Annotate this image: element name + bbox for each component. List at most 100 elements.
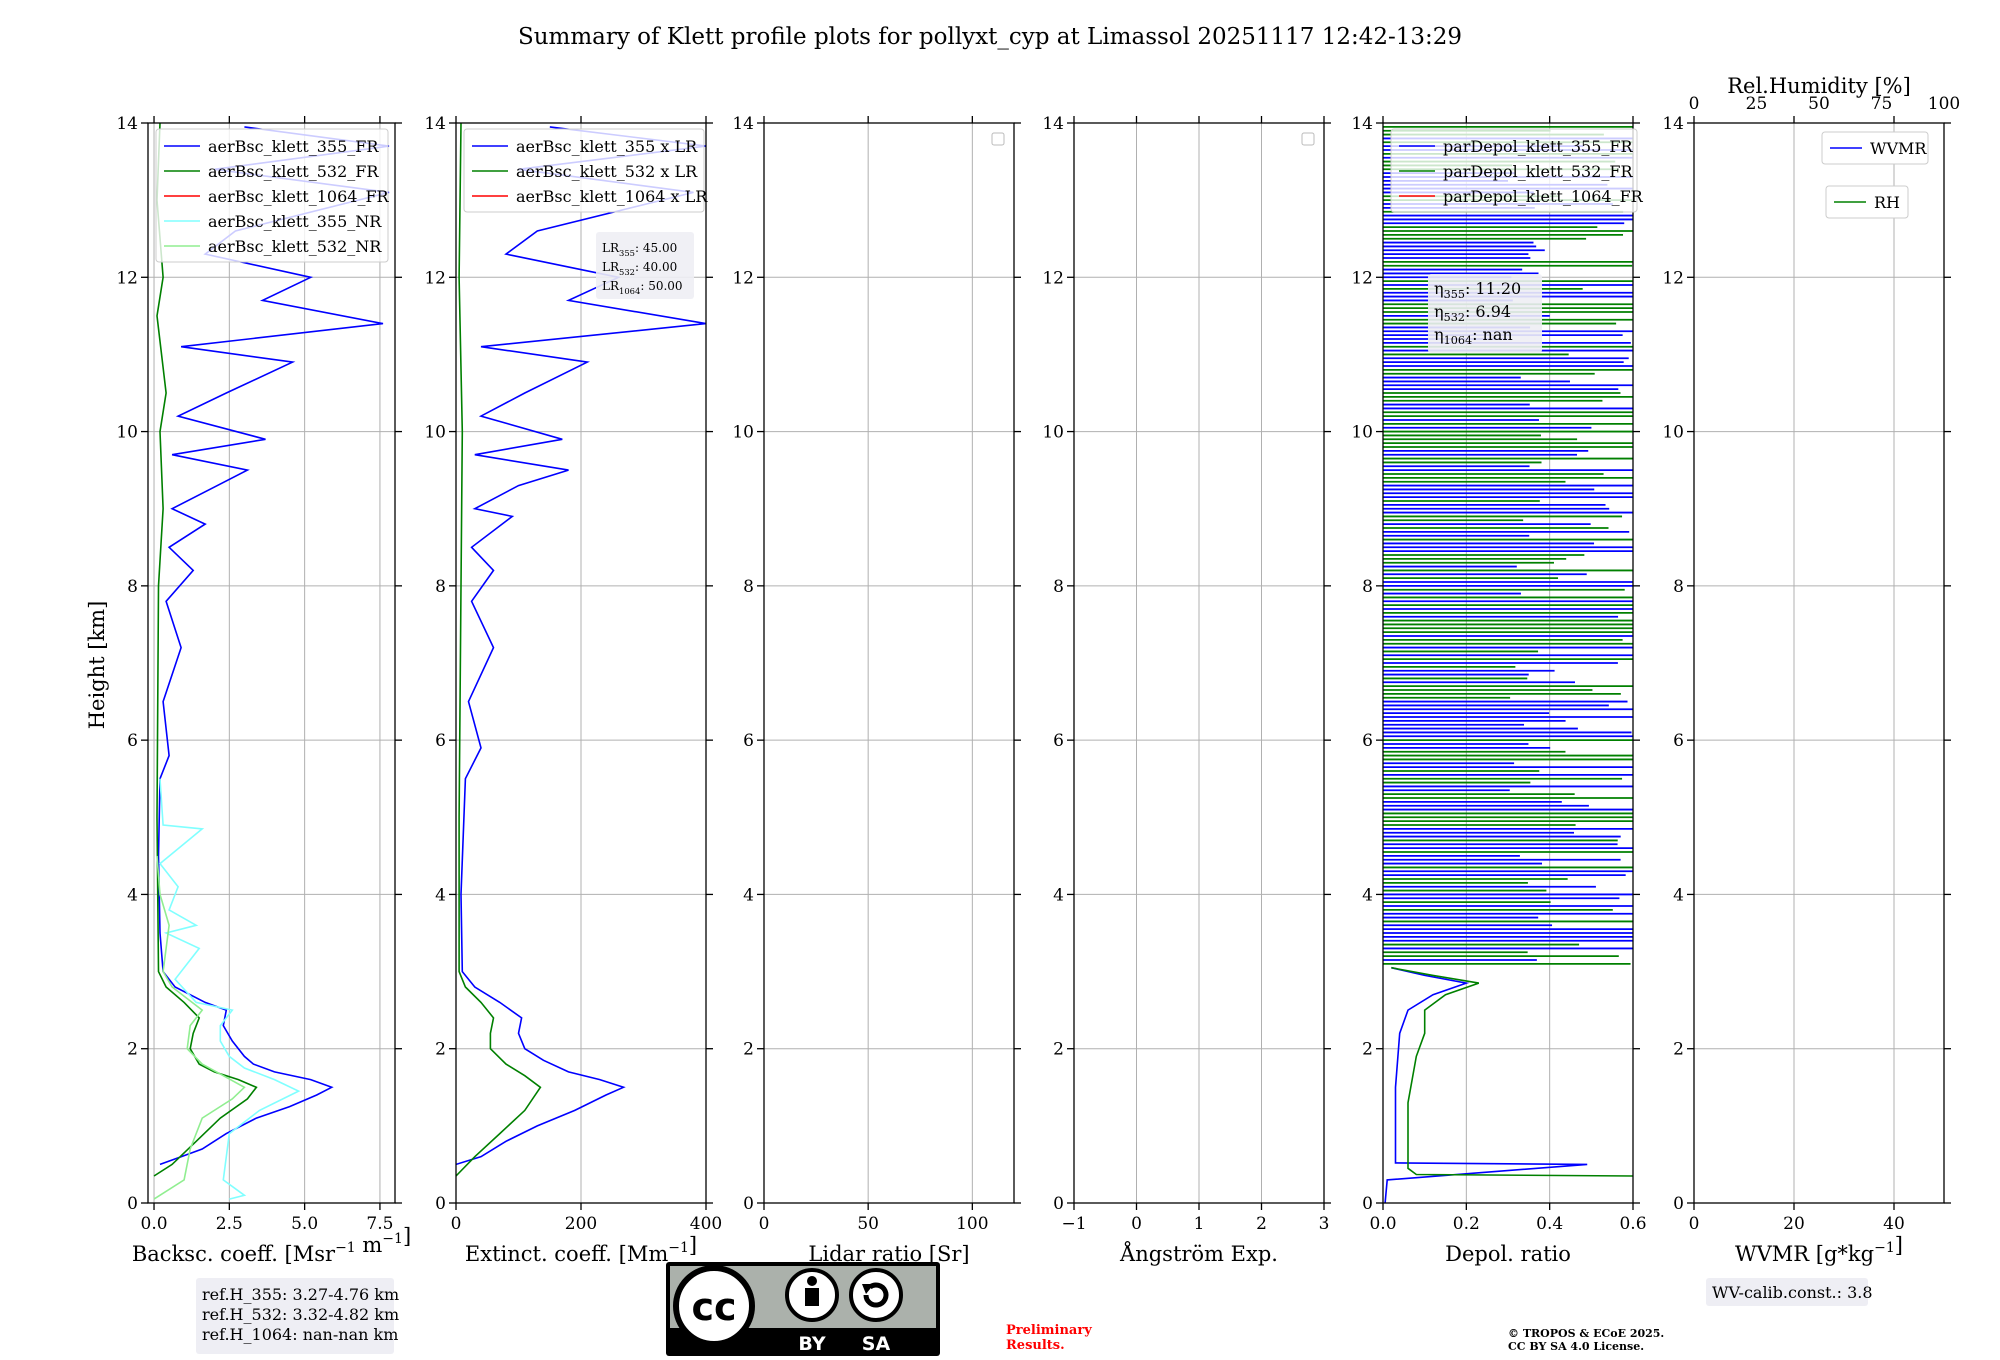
y-tick-label: 8	[1053, 577, 1064, 597]
ref-line-532: ref.H_532: 3.32-4.82 km	[202, 1305, 399, 1324]
x-axis-label: Ångström Exp.	[1119, 1241, 1278, 1266]
y-tick-label: 10	[732, 423, 754, 443]
x-tick-label: 0.0	[1369, 1214, 1396, 1234]
y-tick-label: 4	[1362, 885, 1373, 905]
y-tick-label: 0	[1053, 1194, 1064, 1214]
y-tick-label: 12	[1042, 268, 1064, 288]
ref-line-355: ref.H_355: 3.27-4.76 km	[202, 1285, 399, 1304]
x-tick-label: 40	[1883, 1214, 1905, 1234]
y-tick-label: 6	[743, 731, 754, 751]
y-tick-label: 14	[732, 114, 754, 134]
x-tick-label: 0.6	[1619, 1214, 1646, 1234]
y-tick-label: 2	[127, 1040, 138, 1060]
y-tick-label: 12	[424, 268, 446, 288]
figure-title: Summary of Klett profile plots for polly…	[518, 24, 1462, 50]
y-axis-label: Height [km]	[85, 601, 109, 730]
copyright-line2: CC BY SA 4.0 License.	[1508, 1340, 1644, 1353]
panel-extinction: 0 200 400 0 2 4 6 8 10 12 14 Extinct. coeff. [Mm−1]…	[424, 114, 722, 1266]
empty-legend-box	[991, 132, 1005, 146]
y-tick-label: 2	[1362, 1040, 1373, 1060]
top-x-tick-label: 0	[1689, 94, 1700, 114]
axes-frame	[147, 122, 396, 1204]
y-tick-label: 0	[743, 1194, 754, 1214]
empty-legend-box	[1301, 132, 1315, 146]
x-tick-label: 0	[1131, 1214, 1142, 1234]
y-tick-label: 14	[424, 114, 446, 134]
series-aerBsc_klett_532_NR	[153, 855, 246, 1200]
top-x-tick-label: 100	[1928, 94, 1960, 114]
panel-backscatter: 0.0 2.5 5.0 7.5 0 2 4 6 8 10 12 14 Backsc. coeff. [M…	[116, 114, 411, 1266]
legend-box	[1821, 131, 1929, 165]
panel-depol: 0.0 0.2 0.4 0.6 0 2 4 6 8 10 12 14 Depol. ratio parDe…	[1351, 114, 1646, 1266]
x-tick-label: 0.0	[141, 1214, 168, 1234]
annotation-line: LR355: 45.00	[602, 241, 677, 258]
legend-entry: aerBsc_klett_355_FR	[208, 137, 379, 156]
axes-frame	[763, 122, 1015, 1204]
y-tick-label: 0	[1362, 1194, 1373, 1214]
legend-entry: WVMR	[1870, 139, 1927, 158]
legend-entry: aerBsc_klett_355 x LR	[516, 137, 698, 156]
annotation-box	[1428, 274, 1542, 353]
panel-wvmr: 0 20 40 0 2 4 6 8 10 12 14 WVMR [g*kg−1] 0 25 50 75 100 R…	[1662, 74, 1960, 1266]
y-tick-label: 4	[435, 885, 446, 905]
x-tick-label: 0.2	[1453, 1214, 1480, 1234]
legend-entry: aerBsc_klett_1064 x LR	[516, 187, 708, 206]
legend-entry: aerBsc_klett_532_FR	[208, 162, 379, 181]
top-axis-label: Rel.Humidity [%]	[1727, 74, 1911, 98]
ref-line-1064: ref.H_1064: nan-nan km	[202, 1325, 398, 1344]
x-tick-label: 100	[956, 1214, 988, 1234]
annotation-line: η532: 6.94	[1434, 302, 1511, 324]
legend-entry: parDepol_klett_355_FR	[1443, 137, 1634, 156]
series-parDepol_klett_355_FR	[1384, 966, 1588, 1203]
series-aerBsc_klett_355 x LR	[456, 126, 706, 1166]
wv-calib-box: WV-calib.const.: 3.8	[1706, 1278, 1873, 1306]
cc-by-label: BY	[798, 1333, 825, 1355]
y-tick-label: 12	[732, 268, 754, 288]
y-tick-label: 2	[435, 1040, 446, 1060]
y-tick-label: 10	[424, 423, 446, 443]
x-tick-label: 0	[1689, 1214, 1700, 1234]
y-tick-label: 4	[1053, 885, 1064, 905]
x-tick-label: 0	[759, 1214, 770, 1234]
x-tick-label: 20	[1783, 1214, 1805, 1234]
legend-entry: parDepol_klett_1064_FR	[1443, 187, 1644, 206]
y-tick-label: 6	[435, 731, 446, 751]
y-tick-label: 4	[743, 885, 754, 905]
y-tick-label: 10	[1351, 423, 1373, 443]
x-tick-label: 1	[1194, 1214, 1205, 1234]
y-tick-label: 10	[1662, 423, 1684, 443]
y-tick-label: 12	[1662, 268, 1684, 288]
y-tick-label: 4	[127, 885, 138, 905]
y-tick-label: 14	[1662, 114, 1684, 134]
y-tick-label: 14	[1351, 114, 1373, 134]
x-tick-label: 400	[690, 1214, 722, 1234]
legend-entry: aerBsc_klett_532_NR	[208, 237, 382, 256]
x-tick-label: 200	[565, 1214, 597, 1234]
y-tick-label: 4	[1673, 885, 1684, 905]
share-alike-icon	[849, 1268, 903, 1322]
y-tick-label: 14	[1042, 114, 1064, 134]
x-tick-label: 7.5	[366, 1214, 393, 1234]
y-tick-label: 6	[1053, 731, 1064, 751]
y-tick-label: 10	[1042, 423, 1064, 443]
series-aerBsc_klett_355_NR	[158, 778, 301, 1200]
y-tick-label: 8	[127, 577, 138, 597]
x-tick-label: 5.0	[291, 1214, 318, 1234]
annotation-box	[596, 232, 694, 299]
top-x-tick-label: 25	[1746, 94, 1768, 114]
legend-box	[463, 128, 705, 213]
legend-entry: RH	[1874, 193, 1900, 212]
attribution-icon	[785, 1268, 839, 1322]
series-aerBsc_klett_532_FR	[153, 123, 258, 1177]
x-tick-label: 50	[857, 1214, 879, 1234]
legend-entry: aerBsc_klett_1064_FR	[208, 187, 390, 206]
y-tick-label: 0	[127, 1194, 138, 1214]
wv-calib-text: WV-calib.const.: 3.8	[1712, 1283, 1873, 1302]
x-axis-label: Backsc. coeff. [Msr−1 m−1]	[132, 1224, 411, 1266]
y-tick-label: 8	[743, 577, 754, 597]
y-tick-label: 12	[1351, 268, 1373, 288]
